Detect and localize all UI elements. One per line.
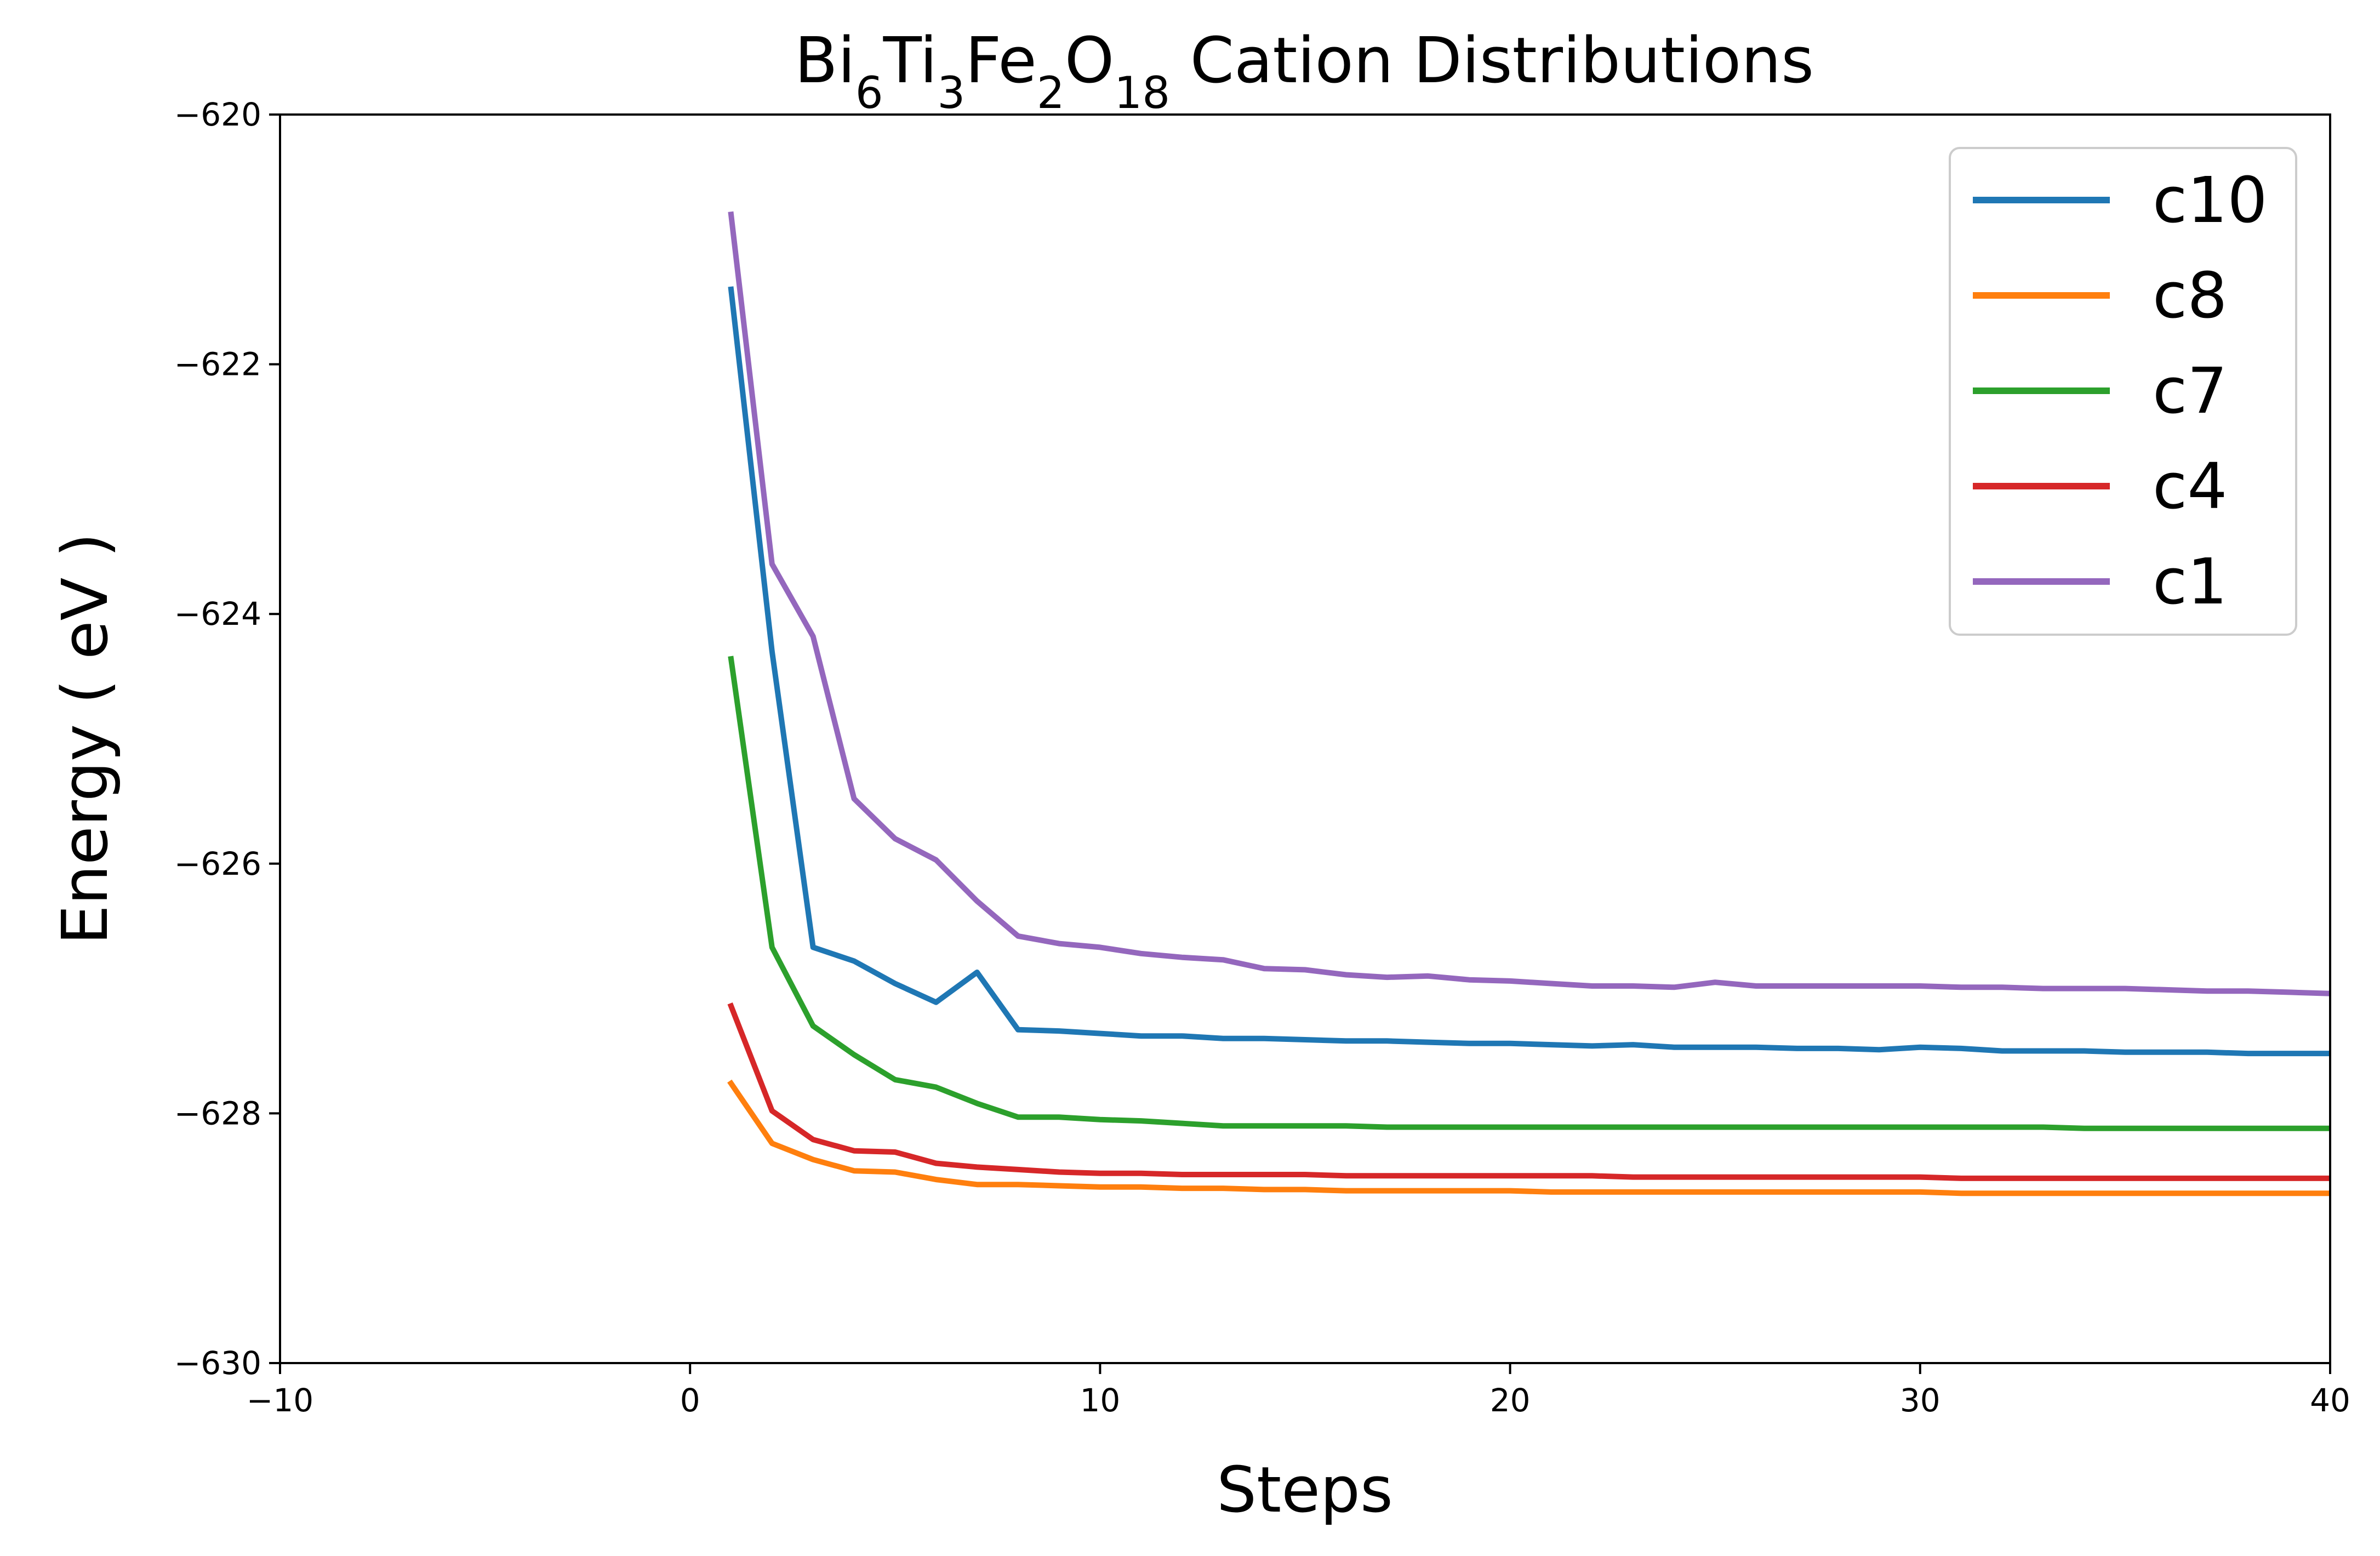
chart-title: Bi6Ti3Fe2O18 Cation Distributions — [795, 24, 1814, 118]
y-tick-label: −630 — [174, 1344, 261, 1382]
title-part: Fe — [965, 24, 1037, 98]
y-tick-label: −624 — [174, 595, 261, 632]
y-axis-title: Energy ( eV ) — [49, 533, 122, 944]
x-tick-label: 30 — [1900, 1382, 1940, 1419]
series-line-c7 — [728, 656, 2330, 1131]
x-tick-label: 10 — [1080, 1382, 1120, 1419]
y-tick-label: −628 — [174, 1095, 261, 1132]
title-part: Bi — [795, 24, 855, 98]
x-tick-label: −10 — [247, 1382, 313, 1419]
series-line-c1 — [728, 211, 2330, 996]
x-tick-label: 40 — [2310, 1382, 2350, 1419]
legend-label-c7: c7 — [2153, 355, 2227, 428]
title-part: O — [1065, 24, 1115, 98]
plot-frame — [279, 113, 2331, 1364]
series-line-c10 — [728, 286, 2330, 1057]
legend-label-c8: c8 — [2153, 259, 2227, 333]
x-axis-title: Steps — [1217, 1454, 1393, 1527]
legend-box — [1949, 147, 2297, 636]
x-axis-ticks: −10 0 10 20 30 40 — [247, 1363, 2350, 1419]
title-subscript: 18 — [1114, 67, 1170, 118]
legend-label-c4: c4 — [2153, 450, 2227, 523]
title-part: Cation Distributions — [1170, 24, 1814, 98]
y-tick-label: −620 — [174, 96, 261, 133]
title-part: Ti — [883, 24, 938, 98]
y-tick-label: −626 — [174, 845, 261, 882]
y-axis-ticks: −630 −628 −626 −624 −622 −620 — [174, 96, 280, 1382]
x-tick-label: 20 — [1490, 1382, 1531, 1419]
legend-label-c10: c10 — [2153, 164, 2268, 237]
x-tick-label: 0 — [680, 1382, 700, 1419]
legend: c10 c8 c7 c4 c1 — [1949, 147, 2297, 636]
series-line-c8 — [727, 1079, 2330, 1196]
title-subscript: 2 — [1037, 67, 1065, 118]
title-subscript: 6 — [855, 67, 883, 118]
y-tick-label: −622 — [174, 346, 261, 383]
series-line-c4 — [727, 1002, 2330, 1181]
series-lines — [727, 211, 2330, 1196]
title-subscript: 3 — [937, 67, 965, 118]
legend-label-c1: c1 — [2153, 545, 2227, 619]
